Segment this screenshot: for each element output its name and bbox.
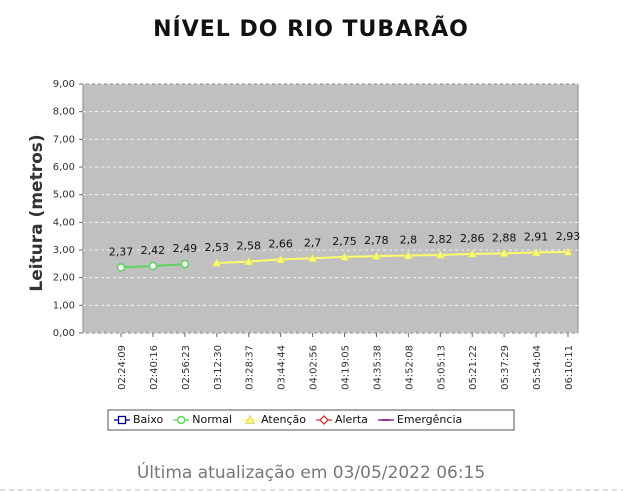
x-tick-label: 04:35:38 bbox=[372, 345, 383, 390]
y-tick-label: 0,00 bbox=[53, 328, 75, 339]
data-label: 2,49 bbox=[173, 242, 198, 255]
plot-area bbox=[82, 83, 579, 334]
data-point bbox=[530, 247, 542, 257]
x-tick-label: 05:37:29 bbox=[500, 345, 511, 390]
data-label: 2,91 bbox=[524, 230, 549, 243]
data-point bbox=[339, 251, 350, 261]
data-label: 2,88 bbox=[492, 231, 517, 244]
footer: Última atualização em 03/05/2022 06:15 bbox=[137, 461, 485, 483]
data-point bbox=[275, 254, 286, 264]
x-tick-label: 03:28:37 bbox=[245, 345, 256, 390]
y-axis-label: Leitura (metros) bbox=[27, 134, 47, 291]
y-tick-label: 4,00 bbox=[53, 217, 75, 228]
data-label: 2,7 bbox=[304, 236, 322, 249]
data-label: 2,8 bbox=[400, 234, 418, 247]
x-tick-label: 06:10:11 bbox=[564, 345, 575, 390]
data-point bbox=[211, 257, 222, 267]
x-tick-label: 02:40:16 bbox=[149, 345, 160, 390]
data-label: 2,66 bbox=[268, 237, 293, 250]
series-line bbox=[216, 250, 569, 265]
x-tick-label: 02:24:09 bbox=[117, 345, 128, 390]
legend-marker bbox=[319, 415, 329, 425]
y-tick-label: 3,00 bbox=[53, 245, 75, 256]
y-tick-label: 6,00 bbox=[53, 162, 75, 173]
x-tick-label: 04:19:05 bbox=[341, 345, 352, 390]
data-point bbox=[467, 248, 478, 258]
data-point bbox=[243, 256, 254, 266]
data-point bbox=[148, 261, 158, 271]
x-tick-label: 03:44:44 bbox=[277, 345, 288, 390]
y-tick-label: 2,00 bbox=[53, 273, 75, 284]
data-label: 2,93 bbox=[556, 230, 581, 243]
legend-label: Baixo bbox=[133, 413, 164, 426]
data-point bbox=[307, 252, 318, 263]
y-tick-label: 1,00 bbox=[53, 300, 75, 311]
data-point bbox=[562, 246, 574, 256]
data-point bbox=[498, 248, 510, 258]
data-point bbox=[371, 250, 382, 260]
x-tick-label: 04:52:08 bbox=[404, 345, 415, 390]
x-tick-label: 04:02:56 bbox=[309, 345, 320, 390]
data-label: 2,75 bbox=[332, 235, 357, 248]
legend-label: Emergência bbox=[397, 413, 462, 426]
data-point bbox=[180, 259, 190, 269]
y-tick-label: 5,00 bbox=[53, 190, 75, 201]
x-tick-label: 05:21:22 bbox=[468, 345, 479, 390]
y-tick-label: 7,00 bbox=[53, 134, 75, 145]
legend-label: Atenção bbox=[261, 413, 306, 426]
data-label: 2,42 bbox=[141, 244, 166, 257]
chart-title: NÍVEL DO RIO TUBARÃO bbox=[153, 16, 469, 42]
data-label: 2,82 bbox=[428, 233, 453, 246]
data-label: 2,86 bbox=[460, 232, 485, 245]
data-label: 2,58 bbox=[236, 240, 261, 253]
y-tick-label: 8,00 bbox=[53, 107, 75, 118]
data-point bbox=[435, 249, 446, 259]
y-tick-label: 9,00 bbox=[53, 79, 75, 90]
data-point bbox=[403, 250, 414, 260]
data-label: 2,53 bbox=[205, 241, 230, 254]
data-label: 2,37 bbox=[109, 245, 134, 258]
legend-label: Normal bbox=[192, 413, 232, 426]
data-point bbox=[116, 263, 126, 272]
legend-box bbox=[107, 409, 515, 431]
legend-marker bbox=[117, 415, 127, 425]
x-tick-label: 03:12:30 bbox=[213, 345, 224, 390]
data-label: 2,78 bbox=[364, 234, 389, 247]
legend-label: Alerta bbox=[335, 413, 368, 426]
x-tick-label: 05:54:04 bbox=[532, 345, 543, 390]
legend-marker bbox=[244, 414, 256, 424]
legend-marker bbox=[177, 415, 186, 425]
x-tick-label: 02:56:23 bbox=[181, 345, 192, 390]
x-tick-label: 05:05:13 bbox=[436, 345, 447, 390]
